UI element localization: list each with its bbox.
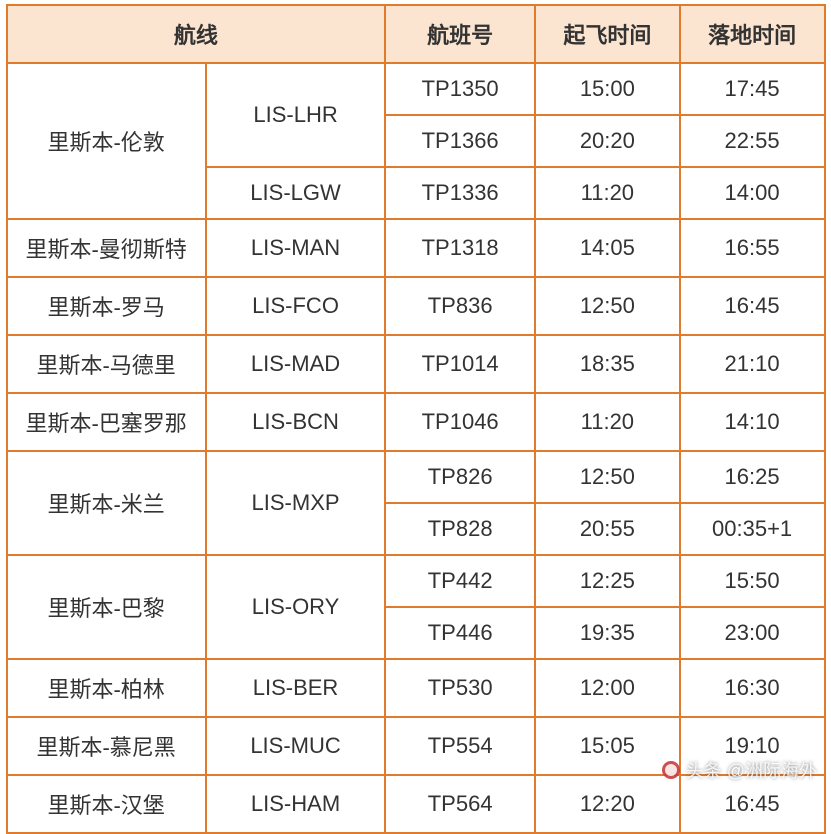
cell-departure: 15:05 (535, 717, 680, 775)
cell-arrival: 14:00 (680, 167, 825, 219)
cell-route: 里斯本-汉堡 (7, 775, 206, 833)
table-row: 里斯本-罗马LIS-FCOTP83612:5016:45 (7, 277, 825, 335)
cell-flight: TP1350 (385, 63, 535, 115)
col-header-arrival: 落地时间 (680, 5, 825, 63)
cell-code: LIS-FCO (206, 277, 385, 335)
cell-code: LIS-MAN (206, 219, 385, 277)
table-header-row: 航线 航班号 起飞时间 落地时间 (7, 5, 825, 63)
cell-departure: 12:20 (535, 775, 680, 833)
col-header-route: 航线 (7, 5, 386, 63)
cell-flight: TP1318 (385, 219, 535, 277)
cell-code: LIS-MAD (206, 335, 385, 393)
cell-code: LIS-MUC (206, 717, 385, 775)
cell-route: 里斯本-慕尼黑 (7, 717, 206, 775)
cell-flight: TP530 (385, 659, 535, 717)
cell-arrival: 17:45 (680, 63, 825, 115)
cell-departure: 12:50 (535, 451, 680, 503)
cell-route: 里斯本-巴塞罗那 (7, 393, 206, 451)
cell-code: LIS-BCN (206, 393, 385, 451)
cell-flight: TP442 (385, 555, 535, 607)
table-row: 里斯本-汉堡LIS-HAMTP56412:2016:45 (7, 775, 825, 833)
cell-flight: TP1046 (385, 393, 535, 451)
cell-code: LIS-HAM (206, 775, 385, 833)
cell-arrival: 00:35+1 (680, 503, 825, 555)
cell-departure: 19:35 (535, 607, 680, 659)
col-header-departure: 起飞时间 (535, 5, 680, 63)
cell-code: LIS-BER (206, 659, 385, 717)
cell-departure: 14:05 (535, 219, 680, 277)
cell-arrival: 14:10 (680, 393, 825, 451)
cell-departure: 11:20 (535, 167, 680, 219)
cell-departure: 12:00 (535, 659, 680, 717)
cell-route: 里斯本-巴黎 (7, 555, 206, 659)
cell-route: 里斯本-伦敦 (7, 63, 206, 219)
col-header-flight: 航班号 (385, 5, 535, 63)
cell-departure: 12:50 (535, 277, 680, 335)
cell-arrival: 16:30 (680, 659, 825, 717)
cell-arrival: 23:00 (680, 607, 825, 659)
watermark-icon (662, 761, 680, 779)
cell-flight: TP826 (385, 451, 535, 503)
cell-arrival: 16:25 (680, 451, 825, 503)
cell-arrival: 16:55 (680, 219, 825, 277)
cell-departure: 15:00 (535, 63, 680, 115)
cell-arrival: 22:55 (680, 115, 825, 167)
cell-departure: 18:35 (535, 335, 680, 393)
cell-arrival: 16:45 (680, 277, 825, 335)
cell-flight: TP446 (385, 607, 535, 659)
cell-route: 里斯本-米兰 (7, 451, 206, 555)
cell-route: 里斯本-柏林 (7, 659, 206, 717)
cell-arrival: 16:45 (680, 775, 825, 833)
table-row: 里斯本-巴黎LIS-ORYTP44212:2515:50 (7, 555, 825, 607)
cell-flight: TP1366 (385, 115, 535, 167)
watermark-text: 头条 @洲际海外 (686, 757, 817, 783)
table-body: 里斯本-伦敦LIS-LHRTP135015:0017:45TP136620:20… (7, 63, 825, 833)
table-row: 里斯本-柏林LIS-BERTP53012:0016:30 (7, 659, 825, 717)
cell-route: 里斯本-罗马 (7, 277, 206, 335)
cell-arrival: 15:50 (680, 555, 825, 607)
cell-route: 里斯本-马德里 (7, 335, 206, 393)
cell-arrival: 21:10 (680, 335, 825, 393)
cell-departure: 20:55 (535, 503, 680, 555)
cell-departure: 20:20 (535, 115, 680, 167)
table-row: 里斯本-巴塞罗那LIS-BCNTP104611:2014:10 (7, 393, 825, 451)
cell-flight: TP1336 (385, 167, 535, 219)
table-row: 里斯本-曼彻斯特LIS-MANTP131814:0516:55 (7, 219, 825, 277)
cell-flight: TP1014 (385, 335, 535, 393)
cell-departure: 12:25 (535, 555, 680, 607)
cell-code: LIS-ORY (206, 555, 385, 659)
cell-code: LIS-LHR (206, 63, 385, 167)
flight-schedule-table: 航线 航班号 起飞时间 落地时间 里斯本-伦敦LIS-LHRTP135015:0… (6, 4, 826, 834)
cell-flight: TP828 (385, 503, 535, 555)
table-row: 里斯本-米兰LIS-MXPTP82612:5016:25 (7, 451, 825, 503)
cell-flight: TP564 (385, 775, 535, 833)
cell-code: LIS-MXP (206, 451, 385, 555)
table-row: 里斯本-伦敦LIS-LHRTP135015:0017:45 (7, 63, 825, 115)
watermark: 头条 @洲际海外 (662, 757, 817, 783)
cell-flight: TP554 (385, 717, 535, 775)
cell-flight: TP836 (385, 277, 535, 335)
cell-route: 里斯本-曼彻斯特 (7, 219, 206, 277)
table-row: 里斯本-马德里LIS-MADTP101418:3521:10 (7, 335, 825, 393)
cell-code: LIS-LGW (206, 167, 385, 219)
cell-departure: 11:20 (535, 393, 680, 451)
